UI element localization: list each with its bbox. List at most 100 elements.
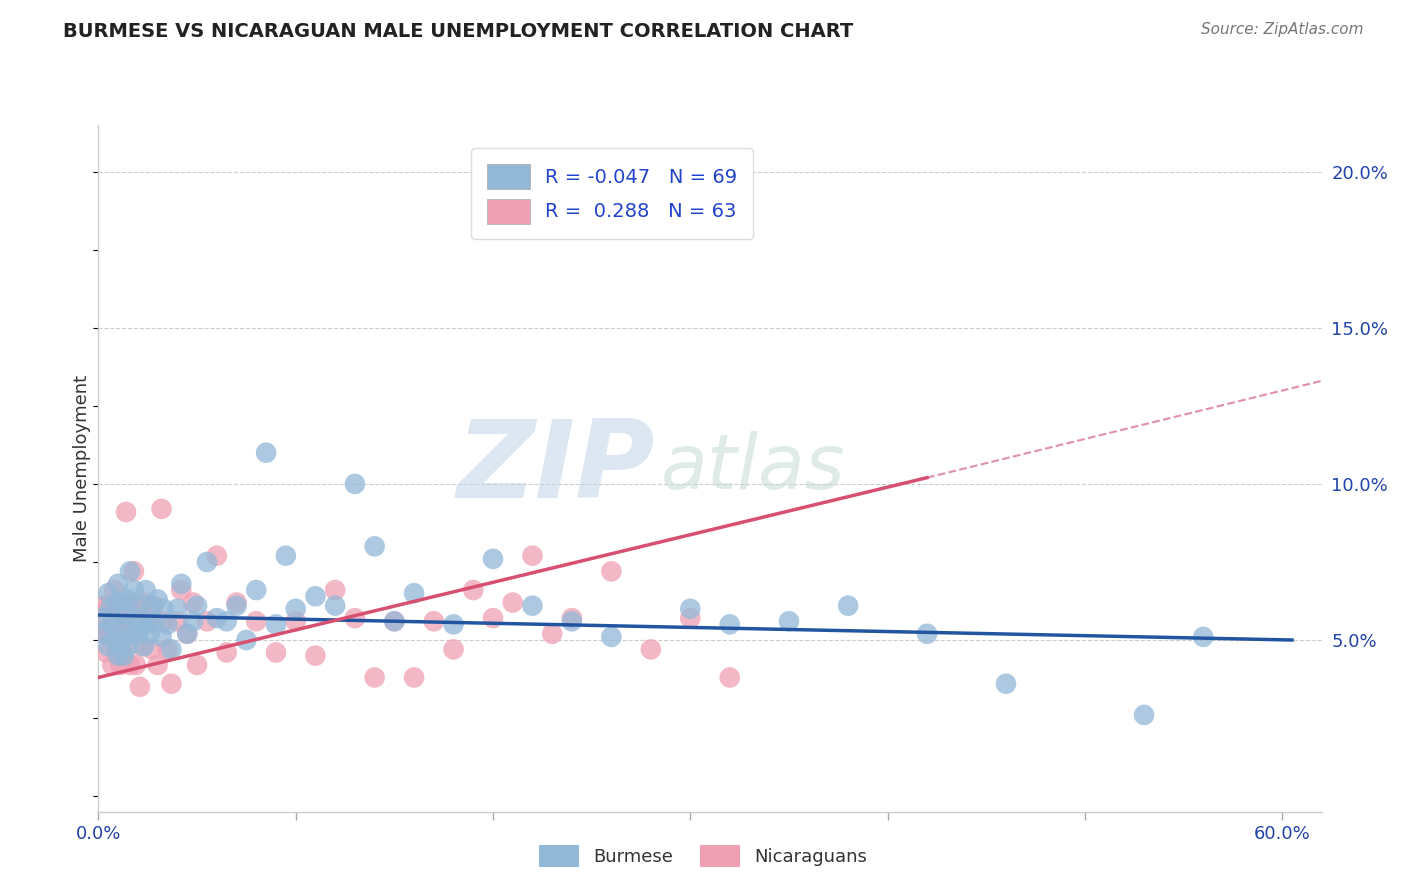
Point xyxy=(778,614,800,628)
Point xyxy=(97,599,120,613)
Point xyxy=(382,614,405,628)
Point xyxy=(561,614,583,628)
Point xyxy=(994,676,1017,690)
Point xyxy=(117,592,139,607)
Point xyxy=(915,626,938,640)
Point xyxy=(97,586,120,600)
Point xyxy=(91,611,114,625)
Point xyxy=(128,599,150,613)
Point xyxy=(131,617,153,632)
Point xyxy=(91,617,114,632)
Point xyxy=(115,505,138,519)
Point xyxy=(225,599,247,613)
Point xyxy=(254,445,277,460)
Point xyxy=(105,596,128,610)
Point xyxy=(146,658,169,673)
Point xyxy=(121,596,143,610)
Point xyxy=(600,564,623,578)
Point xyxy=(98,630,121,644)
Point xyxy=(423,614,446,628)
Point xyxy=(205,549,228,563)
Point xyxy=(176,626,198,640)
Point xyxy=(205,611,228,625)
Point xyxy=(118,564,141,578)
Point xyxy=(181,614,204,628)
Point xyxy=(108,617,131,632)
Point xyxy=(522,599,544,613)
Point xyxy=(132,639,155,653)
Point xyxy=(136,617,159,632)
Point xyxy=(837,599,859,613)
Point xyxy=(502,596,524,610)
Point xyxy=(264,617,287,632)
Point xyxy=(195,555,218,569)
Point xyxy=(125,611,148,625)
Point xyxy=(679,601,702,615)
Point xyxy=(541,626,564,640)
Point xyxy=(138,626,160,640)
Point xyxy=(1133,708,1156,723)
Point xyxy=(93,626,115,640)
Point xyxy=(108,599,131,613)
Point xyxy=(128,680,150,694)
Point xyxy=(117,639,139,653)
Point xyxy=(170,576,193,591)
Point xyxy=(141,642,163,657)
Point xyxy=(97,639,120,653)
Point xyxy=(115,608,138,623)
Point xyxy=(112,648,135,663)
Point xyxy=(112,611,135,625)
Point xyxy=(156,617,179,632)
Point xyxy=(170,583,193,598)
Point xyxy=(245,614,267,628)
Point xyxy=(264,646,287,660)
Point xyxy=(323,583,346,598)
Point xyxy=(150,501,173,516)
Point xyxy=(186,658,208,673)
Point xyxy=(363,539,385,553)
Point xyxy=(343,476,366,491)
Point xyxy=(156,642,179,657)
Point xyxy=(93,599,115,613)
Point xyxy=(98,601,121,615)
Point xyxy=(482,611,505,625)
Point xyxy=(127,611,149,625)
Point xyxy=(111,633,134,648)
Point xyxy=(443,642,465,657)
Point xyxy=(96,646,118,660)
Point xyxy=(284,601,307,615)
Point xyxy=(111,596,134,610)
Point xyxy=(160,676,183,690)
Point xyxy=(343,611,366,625)
Point xyxy=(195,614,218,628)
Point xyxy=(122,564,145,578)
Point xyxy=(304,648,326,663)
Point xyxy=(101,617,124,632)
Point xyxy=(718,671,741,685)
Point xyxy=(105,646,128,660)
Point xyxy=(111,642,134,657)
Point xyxy=(103,633,125,648)
Point xyxy=(443,617,465,632)
Point xyxy=(132,596,155,610)
Point xyxy=(186,599,208,613)
Point xyxy=(679,611,702,625)
Point xyxy=(152,601,174,615)
Point xyxy=(107,648,129,663)
Point xyxy=(640,642,662,657)
Text: BURMESE VS NICARAGUAN MALE UNEMPLOYMENT CORRELATION CHART: BURMESE VS NICARAGUAN MALE UNEMPLOYMENT … xyxy=(63,22,853,41)
Point xyxy=(122,583,145,598)
Point xyxy=(166,614,188,628)
Point xyxy=(225,596,247,610)
Point xyxy=(284,614,307,628)
Point xyxy=(215,646,238,660)
Legend: Burmese, Nicaraguans: Burmese, Nicaraguans xyxy=(531,838,875,874)
Point xyxy=(96,626,118,640)
Point xyxy=(363,671,385,685)
Point xyxy=(131,639,153,653)
Point xyxy=(150,630,173,644)
Point xyxy=(146,592,169,607)
Point xyxy=(235,633,257,648)
Legend: R = -0.047   N = 69, R =  0.288   N = 63: R = -0.047 N = 69, R = 0.288 N = 63 xyxy=(471,148,754,239)
Point xyxy=(176,626,198,640)
